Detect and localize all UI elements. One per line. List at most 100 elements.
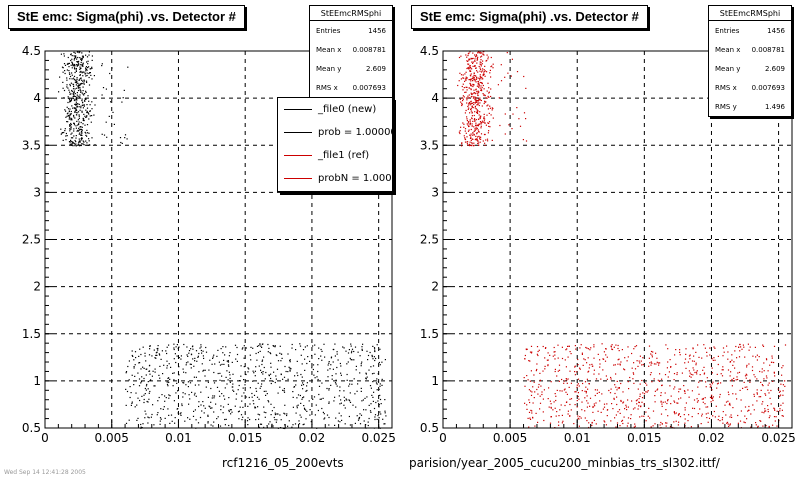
- data-point: [771, 355, 773, 357]
- data-point: [86, 110, 88, 112]
- data-point: [318, 358, 320, 360]
- data-point: [67, 121, 69, 123]
- data-point: [781, 415, 783, 417]
- data-point: [330, 384, 332, 386]
- data-point: [75, 109, 78, 111]
- data-point: [79, 89, 81, 91]
- data-point: [594, 405, 596, 407]
- data-point: [235, 398, 237, 400]
- data-point: [376, 389, 378, 391]
- data-point: [303, 396, 305, 398]
- data-point: [270, 373, 272, 375]
- data-point: [212, 356, 214, 358]
- data-point: [166, 360, 168, 362]
- data-point: [611, 403, 613, 405]
- data-point: [729, 424, 731, 426]
- data-point: [742, 387, 744, 389]
- stats-row-mean-y: Mean y 2.609: [715, 64, 785, 73]
- data-point: [707, 421, 709, 423]
- data-point: [473, 130, 475, 132]
- data-point: [516, 71, 519, 73]
- data-point: [767, 389, 769, 391]
- data-point: [639, 383, 641, 385]
- data-point: [574, 374, 576, 376]
- data-point: [383, 423, 385, 425]
- data-point: [296, 407, 298, 409]
- data-point: [76, 97, 78, 99]
- data-point: [763, 362, 765, 364]
- data-point: [80, 77, 82, 79]
- data-point: [768, 382, 770, 384]
- data-point: [90, 74, 92, 76]
- data-point: [570, 382, 572, 384]
- data-point: [531, 410, 533, 412]
- data-point: [583, 358, 585, 360]
- data-point: [178, 346, 180, 348]
- data-point: [175, 361, 177, 364]
- data-point: [471, 102, 473, 104]
- data-point: [186, 354, 188, 356]
- data-point: [612, 408, 614, 410]
- data-point: [138, 378, 141, 380]
- data-point: [481, 105, 483, 107]
- data-point: [318, 347, 320, 349]
- data-point: [604, 421, 606, 423]
- data-point: [480, 136, 482, 138]
- data-point: [342, 346, 344, 348]
- data-point: [508, 124, 510, 126]
- right-stats-box: StEEmcRMSphi Entries 1456 Mean x 0.008781 …: [708, 5, 792, 117]
- data-point: [470, 89, 472, 91]
- x-tick-label: 0.015: [228, 431, 262, 445]
- data-point: [636, 403, 638, 405]
- data-point: [476, 97, 478, 99]
- data-point: [473, 72, 475, 74]
- data-point: [147, 381, 149, 383]
- data-point: [263, 366, 265, 369]
- data-point: [185, 384, 187, 386]
- data-point: [146, 368, 148, 370]
- data-point: [761, 411, 763, 413]
- data-point: [486, 97, 488, 99]
- data-point: [673, 373, 676, 375]
- data-point: [558, 380, 560, 382]
- data-point: [79, 74, 81, 76]
- data-point: [667, 348, 669, 350]
- data-point: [193, 365, 195, 367]
- data-point: [480, 56, 482, 58]
- data-point: [474, 75, 476, 77]
- data-point: [634, 346, 636, 348]
- data-point: [467, 95, 469, 97]
- data-point: [317, 364, 319, 366]
- data-point: [258, 398, 260, 400]
- data-point: [730, 371, 732, 373]
- data-point: [614, 417, 616, 419]
- data-point: [754, 376, 756, 378]
- data-point: [367, 359, 369, 361]
- data-point: [593, 344, 595, 346]
- data-point: [263, 426, 265, 428]
- data-point: [738, 346, 740, 348]
- data-point: [237, 411, 240, 413]
- data-point: [561, 422, 563, 424]
- data-point: [753, 395, 755, 397]
- data-point: [315, 404, 317, 406]
- data-point: [113, 123, 115, 125]
- data-point: [178, 374, 180, 376]
- data-point: [692, 347, 694, 349]
- data-point: [376, 383, 378, 385]
- data-point: [70, 137, 73, 139]
- data-point: [779, 390, 781, 392]
- data-point: [143, 401, 145, 404]
- data-point: [76, 105, 78, 107]
- data-point: [157, 345, 159, 347]
- data-point: [679, 351, 681, 353]
- data-point: [64, 130, 66, 132]
- x-tick-label: 0: [41, 431, 49, 445]
- data-point: [349, 357, 351, 359]
- data-point: [314, 353, 316, 355]
- data-point: [678, 413, 680, 415]
- data-point: [484, 142, 486, 144]
- data-point: [466, 67, 468, 70]
- data-point: [332, 361, 334, 363]
- data-point: [261, 359, 264, 361]
